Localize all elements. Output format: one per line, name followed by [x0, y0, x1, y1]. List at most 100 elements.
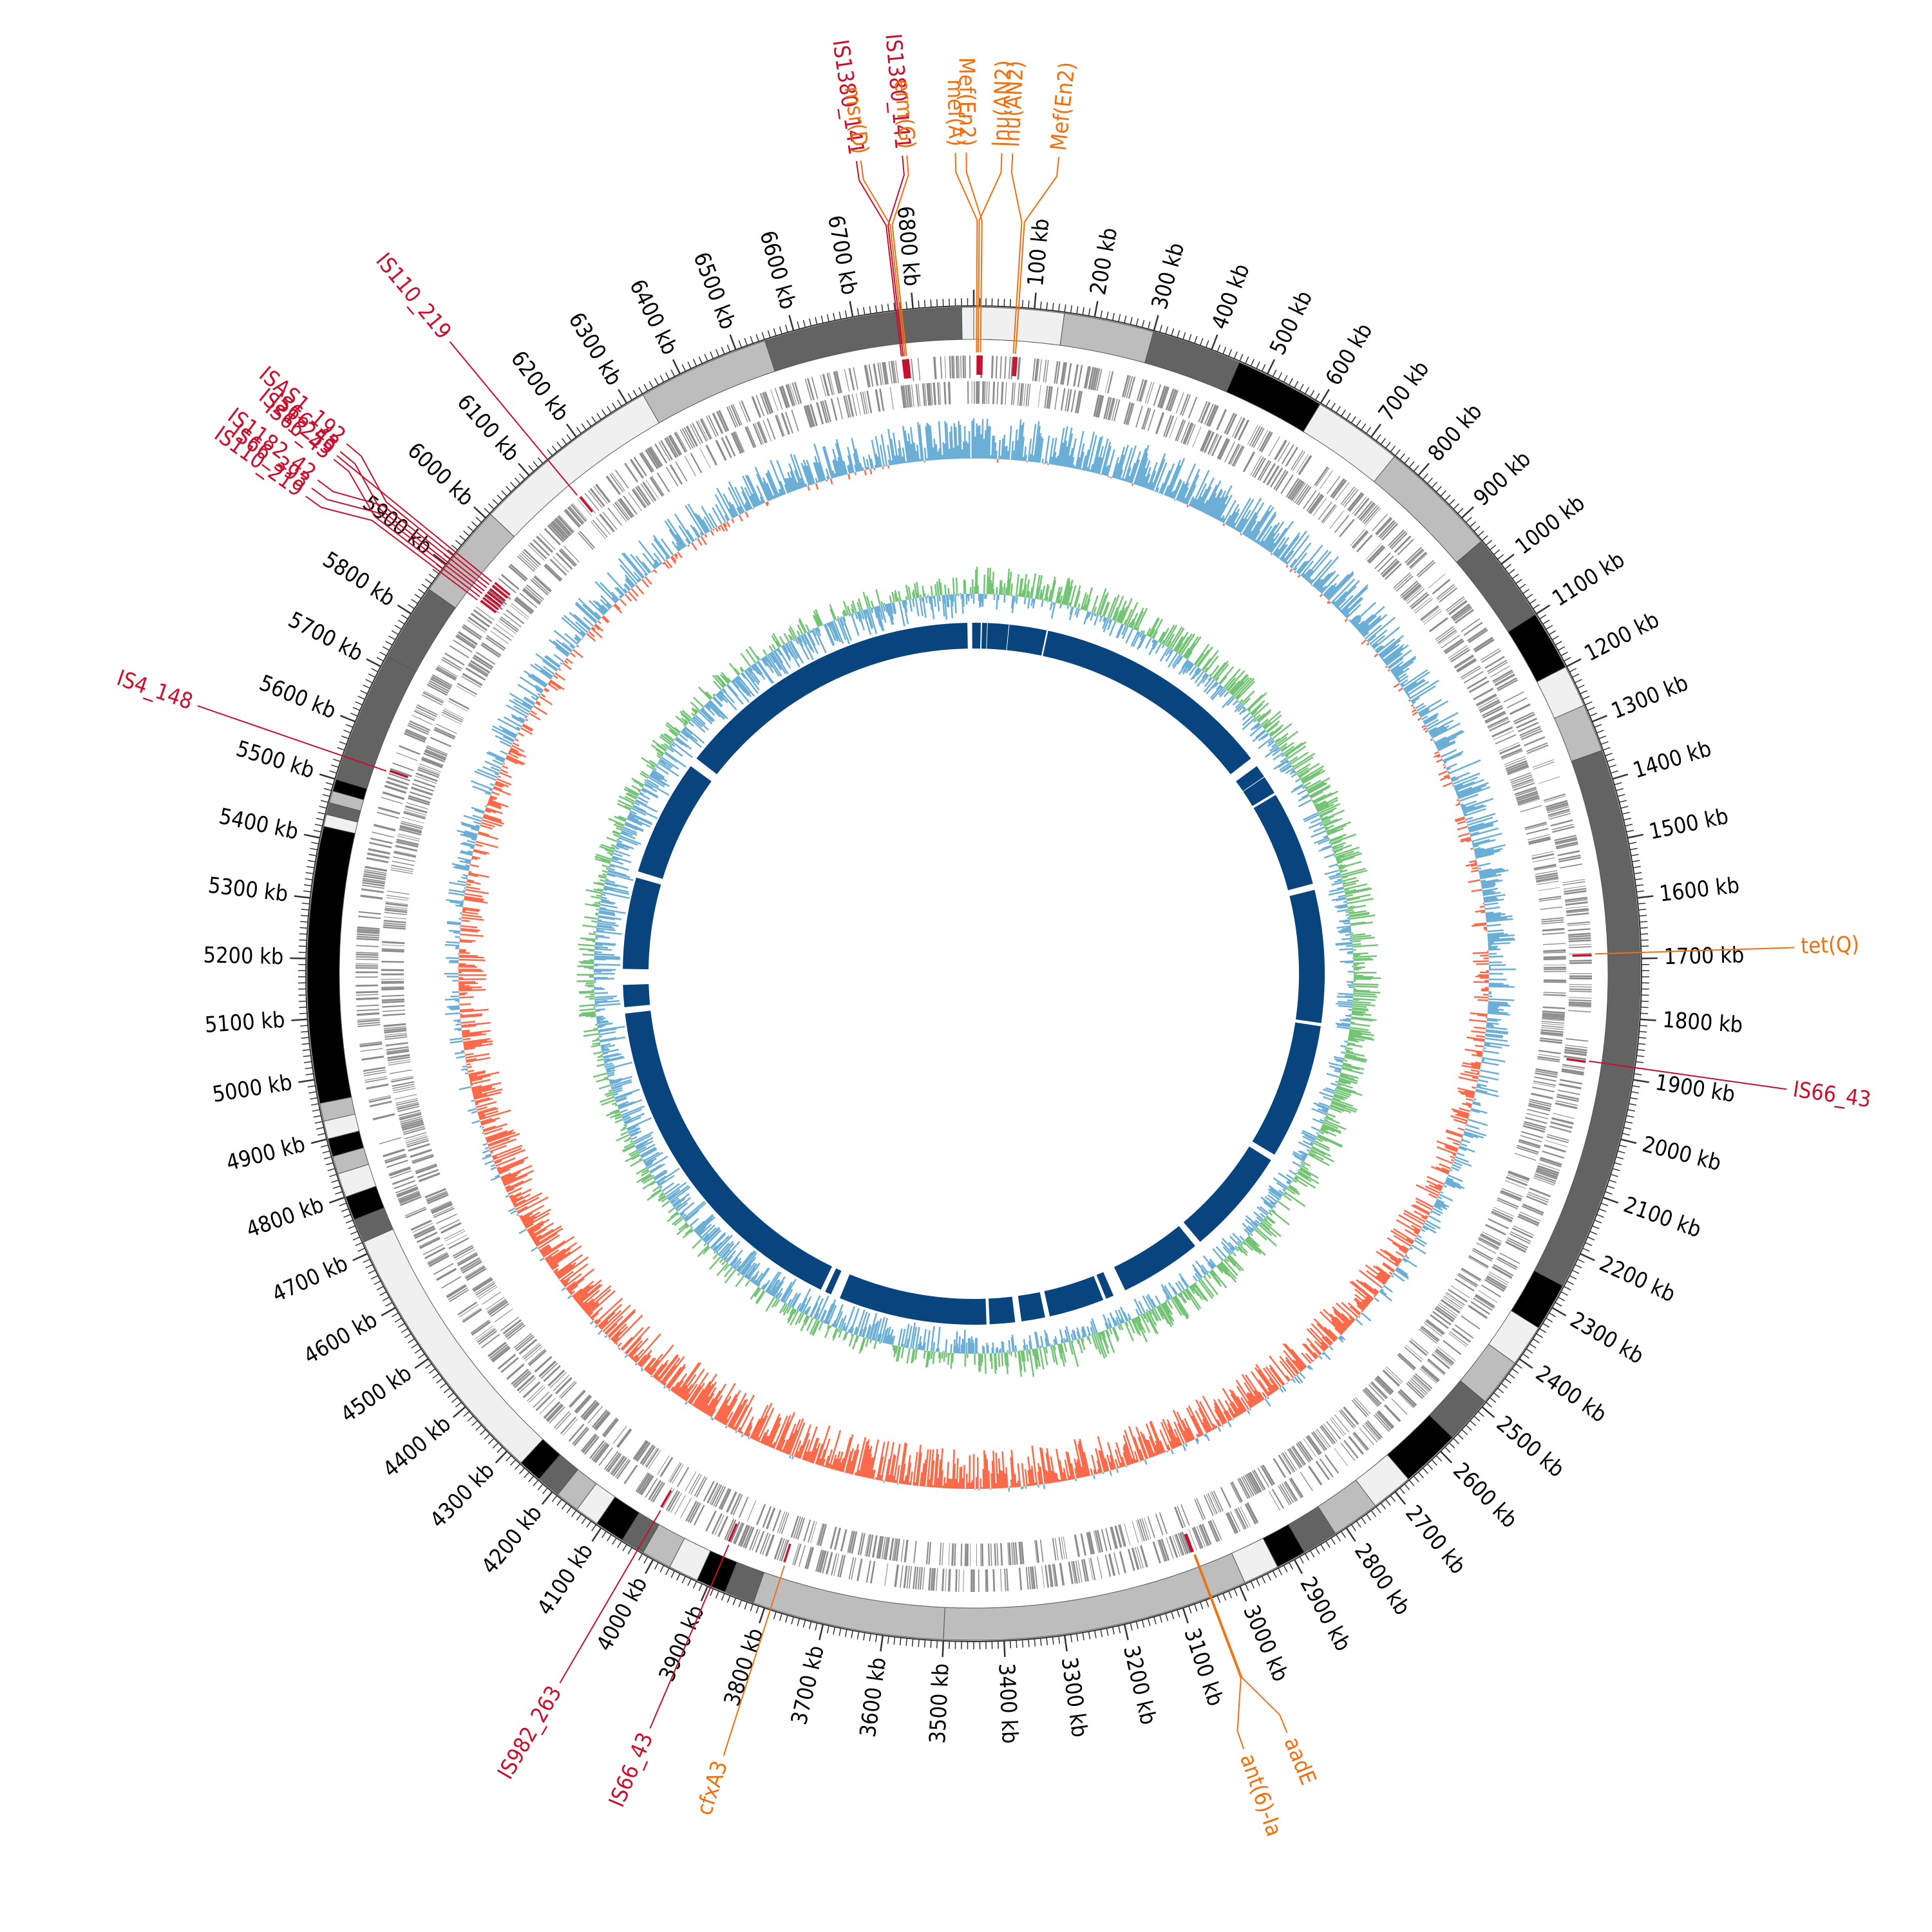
- cds-feature: [765, 1534, 775, 1557]
- minor-tick: [844, 1629, 848, 1638]
- cds-feature: [357, 1012, 380, 1016]
- gc-content-bar: [1056, 455, 1059, 466]
- gc-content-bar: [862, 1448, 871, 1477]
- minor-tick: [1560, 1291, 1568, 1296]
- gc-content-bar: [1285, 561, 1288, 564]
- gc-content-bar: [1473, 847, 1481, 851]
- cds-feature: [1260, 431, 1273, 453]
- cds-feature: [1378, 520, 1395, 538]
- gc-content-bar: [517, 683, 540, 699]
- cds-feature: [1204, 403, 1214, 425]
- gc-content-bar: [652, 1363, 664, 1378]
- cds-feature: [1373, 1414, 1390, 1432]
- gc-skew-bar: [999, 580, 1003, 595]
- cds-feature: [718, 410, 730, 431]
- feature-label: cfxA3: [692, 1757, 733, 1818]
- cds-feature: [552, 520, 569, 538]
- cds-feature: [582, 1401, 598, 1420]
- gc-content-bar: [908, 1482, 911, 1485]
- cds-feature: [1548, 810, 1571, 818]
- cds-feature: [1399, 580, 1418, 597]
- major-tick: [1034, 292, 1037, 309]
- gc-content-bar: [1260, 524, 1277, 547]
- cds-feature: [1421, 1365, 1440, 1382]
- feature-leader-line: [305, 495, 478, 601]
- gc-content-bar: [1313, 1318, 1336, 1341]
- cds-feature: [1326, 1421, 1341, 1440]
- minor-tick: [1511, 1368, 1519, 1374]
- cds-feature: [947, 381, 951, 404]
- cds-feature: [1105, 397, 1112, 420]
- gc-content-bar: [531, 1228, 547, 1239]
- cds-feature: [689, 1502, 701, 1524]
- cds-feature: [1450, 1285, 1470, 1298]
- gc-content-bar: [495, 782, 505, 788]
- gc-content-bar: [929, 1449, 934, 1488]
- gc-content-bar: [735, 1430, 738, 1434]
- gc-content-bar: [649, 1344, 674, 1375]
- gc-content-bar: [1474, 844, 1506, 853]
- cds-feature: [364, 869, 387, 874]
- gc-content-bar: [513, 742, 520, 747]
- cds-feature: [381, 994, 404, 998]
- gc-content-bar: [601, 616, 609, 623]
- feature-leader-line: [197, 705, 387, 772]
- gc-content-bar: [1423, 727, 1427, 731]
- gc-content-bar: [603, 1332, 605, 1334]
- gc-skew-bar: [1039, 589, 1043, 600]
- gc-content-bar: [460, 1013, 483, 1017]
- cds-feature: [357, 926, 380, 930]
- cds-feature: [1297, 1442, 1312, 1462]
- gc-content-bar: [1282, 530, 1307, 563]
- cds-feature: [459, 1304, 478, 1318]
- minor-tick: [1272, 1570, 1277, 1578]
- gc-content-bar: [524, 716, 527, 719]
- gc-content-bar: [1486, 1022, 1499, 1025]
- cds-feature: [873, 363, 878, 386]
- cds-feature: [594, 484, 611, 503]
- gc-content-bar: [1050, 1470, 1055, 1483]
- gc-content-bar: [1195, 496, 1202, 509]
- gc-content-bar: [1307, 577, 1311, 582]
- gc-content-bar: [537, 1234, 560, 1249]
- gc-content-bar: [1388, 658, 1404, 670]
- gc-content-bar: [1466, 1124, 1480, 1130]
- gc-content-bar: [916, 444, 920, 462]
- cds-feature: [969, 355, 971, 379]
- gc-content-bar: [1251, 506, 1274, 541]
- cds-feature: [1073, 364, 1079, 387]
- cds-feature: [1500, 1191, 1522, 1202]
- gc-content-bar: [754, 466, 771, 501]
- gc-content-bar: [1374, 653, 1379, 658]
- gc-content-bar: [480, 1117, 493, 1123]
- gc-content-bar: [1341, 587, 1368, 614]
- cds-feature: [804, 379, 812, 401]
- gc-content-bar: [1289, 558, 1297, 568]
- gc-content-bar: [728, 481, 745, 513]
- cds-feature: [1545, 1140, 1567, 1148]
- cds-feature: [1262, 1464, 1275, 1485]
- gc-content-bar: [522, 724, 533, 732]
- gc-content-bar: [1229, 1388, 1245, 1413]
- cds-feature: [1479, 1235, 1501, 1247]
- gc-content-bar: [1426, 1175, 1444, 1185]
- major-tick: [1211, 334, 1218, 350]
- gc-content-bar: [1486, 1018, 1501, 1021]
- gc-content-bar: [1452, 1142, 1460, 1146]
- gc-content-bar: [1291, 1378, 1296, 1383]
- gc-content-bar: [847, 465, 851, 474]
- cds-feature: [1535, 1072, 1558, 1078]
- cds-feature: [1065, 388, 1070, 412]
- gc-content-bar: [1477, 1072, 1480, 1074]
- gc-content-bar: [1037, 1463, 1042, 1485]
- gc-content-bar: [1354, 1294, 1369, 1306]
- minor-tick: [1529, 599, 1537, 604]
- gc-content-bar: [701, 1392, 715, 1412]
- cds-feature: [1216, 408, 1227, 431]
- gc-content-bar: [471, 1084, 482, 1089]
- cds-feature: [1353, 531, 1369, 549]
- gc-content-bar: [1477, 1014, 1488, 1017]
- cds-feature: [1566, 910, 1589, 914]
- cds-feature: [843, 395, 850, 418]
- gc-content-bar: [605, 603, 612, 609]
